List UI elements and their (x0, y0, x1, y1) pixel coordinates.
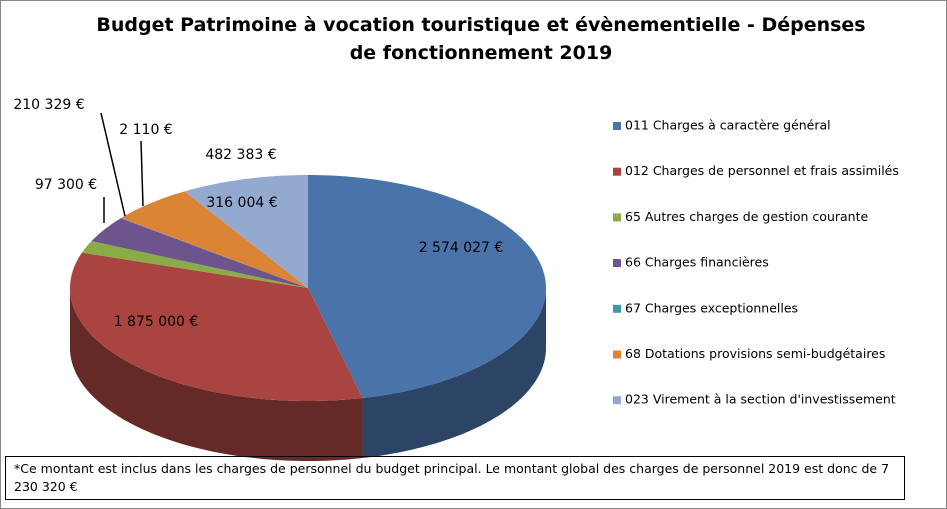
leader-line (140, 140, 144, 207)
chart-title: Budget Patrimoine à vocation touristique… (96, 14, 866, 64)
pie-slice (120, 217, 309, 288)
pie-slice (184, 175, 308, 288)
legend-marker (613, 213, 621, 222)
data-label: 2 110 € (119, 122, 172, 138)
pie-slice (121, 191, 308, 288)
legend-marker (613, 259, 621, 268)
footnote: *Ce montant est inclus dans les charges … (5, 456, 905, 500)
legend-label: 012 Charges de personnel et frais assimi… (625, 163, 899, 178)
pie-slice (70, 252, 363, 401)
leader-line (100, 112, 126, 217)
legend-marker (613, 122, 621, 130)
data-label: 316 004 € (206, 195, 277, 211)
pie-side (70, 288, 363, 461)
data-label: 210 329 € (13, 97, 84, 113)
legend-label: 65 Autres charges de gestion courante (625, 209, 868, 224)
legend-marker (613, 396, 621, 405)
legend-label: 68 Dotations provisions semi-budgétaires (625, 346, 885, 361)
legend-marker (613, 304, 621, 313)
data-label: 482 383 € (205, 147, 276, 163)
legend-label: 67 Charges exceptionnelles (625, 300, 798, 315)
data-label: 1 875 000 € (114, 314, 199, 330)
data-label: 97 300 € (35, 177, 97, 193)
pie-slice (308, 175, 546, 398)
legend-marker (613, 350, 621, 359)
pie-slice (91, 218, 308, 288)
legend-label: 011 Charges à caractère général (625, 118, 831, 133)
pie-side (362, 288, 546, 458)
legend-marker (613, 167, 621, 176)
legend-label: 023 Virement à la section d'investisseme… (625, 392, 896, 407)
legend-label: 66 Charges financières (625, 255, 769, 270)
pie-slice (81, 241, 308, 288)
data-label: 2 574 027 € (419, 240, 504, 256)
